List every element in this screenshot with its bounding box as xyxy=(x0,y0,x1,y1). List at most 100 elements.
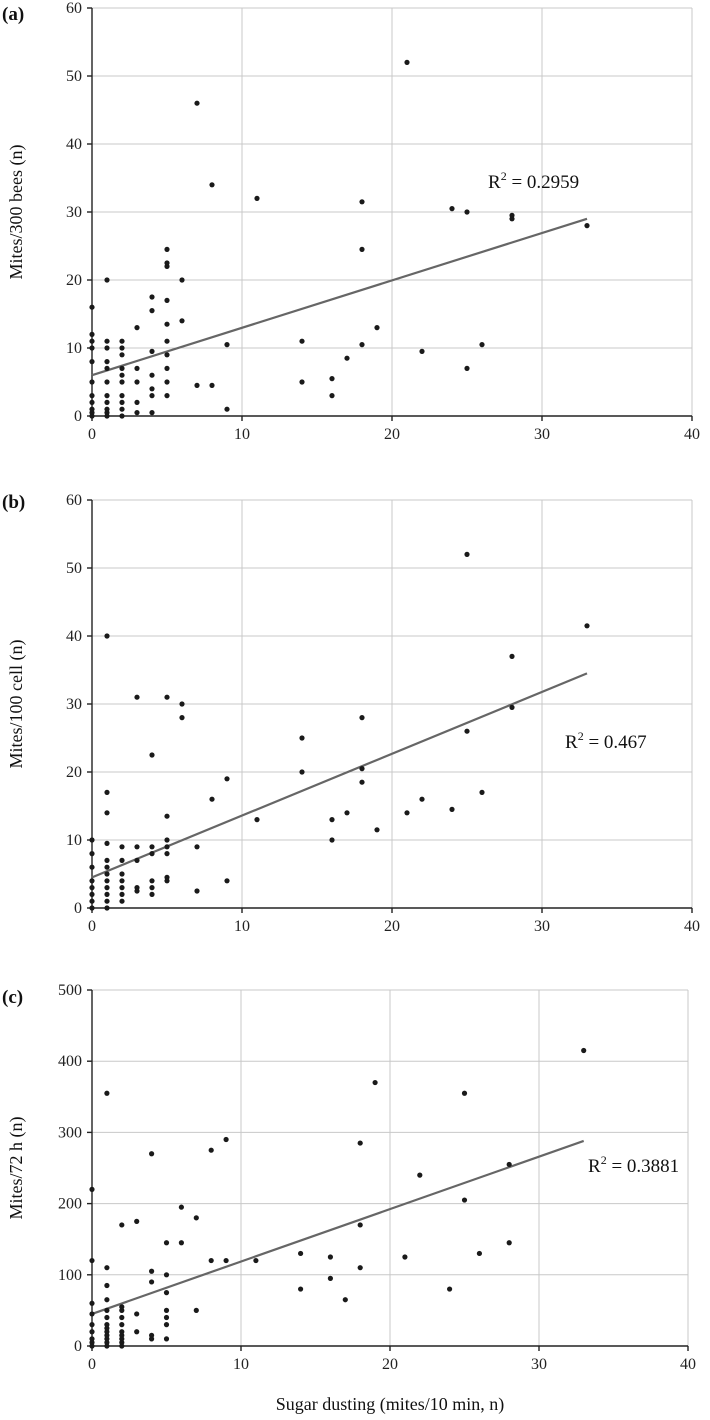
data-point xyxy=(119,871,125,877)
data-point xyxy=(164,246,170,252)
data-point xyxy=(104,891,110,898)
data-point xyxy=(104,1265,110,1271)
data-point xyxy=(89,878,95,884)
y-tick-label: 100 xyxy=(58,1267,82,1284)
data-point xyxy=(104,379,110,385)
y-tick-label: 20 xyxy=(66,764,82,781)
data-point xyxy=(89,1343,95,1349)
data-point xyxy=(104,840,110,847)
data-point xyxy=(149,372,155,378)
data-point xyxy=(404,59,410,65)
data-point xyxy=(208,1147,214,1153)
data-point xyxy=(254,195,260,201)
data-point xyxy=(479,342,485,348)
data-point xyxy=(357,1222,363,1228)
data-point xyxy=(104,871,110,877)
data-point xyxy=(119,1336,125,1342)
data-point xyxy=(104,393,110,399)
data-point xyxy=(104,789,110,796)
x-axis-label: Sugar dusting (mites/10 min, n) xyxy=(276,1394,505,1415)
data-point xyxy=(119,898,125,904)
data-point xyxy=(299,338,305,344)
data-point xyxy=(163,1307,170,1313)
data-point xyxy=(357,1265,363,1271)
data-point xyxy=(327,1254,333,1260)
data-point xyxy=(149,308,155,314)
data-point xyxy=(299,735,305,741)
data-point xyxy=(164,297,170,303)
y-tick-label: 300 xyxy=(58,1124,82,1141)
data-point xyxy=(134,410,140,416)
data-point xyxy=(104,857,110,864)
data-point xyxy=(119,372,125,378)
data-point xyxy=(163,1290,170,1296)
data-point xyxy=(119,844,125,850)
data-point xyxy=(119,1322,125,1328)
data-point xyxy=(179,715,185,721)
data-point xyxy=(119,352,125,358)
data-point xyxy=(89,338,95,344)
y-tick-label: 200 xyxy=(58,1196,82,1213)
data-point xyxy=(299,769,305,775)
y-tick-label: 0 xyxy=(74,1338,82,1355)
data-point xyxy=(119,393,125,399)
data-point xyxy=(119,878,125,884)
data-point xyxy=(89,1336,95,1342)
data-point xyxy=(149,410,155,416)
data-point xyxy=(104,1282,110,1289)
data-point xyxy=(104,864,110,870)
data-point xyxy=(506,1161,512,1168)
data-point xyxy=(464,209,470,215)
data-point xyxy=(134,1218,140,1224)
data-point xyxy=(104,878,110,884)
data-point xyxy=(134,885,140,891)
data-point xyxy=(89,304,95,310)
data-point xyxy=(89,1311,95,1317)
data-point xyxy=(164,851,170,857)
data-point xyxy=(402,1254,408,1260)
data-point xyxy=(464,551,470,558)
data-point xyxy=(134,1311,140,1317)
data-point xyxy=(104,359,110,365)
data-point xyxy=(164,874,170,881)
x-tick-label: 10 xyxy=(234,918,250,935)
data-point xyxy=(89,885,95,891)
data-point xyxy=(149,1336,155,1342)
data-point xyxy=(89,1257,95,1264)
data-point xyxy=(89,359,95,365)
data-point xyxy=(149,1332,155,1338)
panel-label: (b) xyxy=(2,492,25,513)
y-axis-label: Mites/72 h (n) xyxy=(6,1117,27,1220)
data-point xyxy=(224,776,230,782)
x-tick-label: 40 xyxy=(684,918,700,935)
y-tick-label: 30 xyxy=(66,696,82,713)
data-point xyxy=(404,810,410,816)
data-point xyxy=(134,694,140,700)
y-tick-label: 20 xyxy=(66,272,82,289)
data-point xyxy=(149,752,155,758)
data-point xyxy=(104,1090,110,1096)
data-point xyxy=(359,715,365,721)
data-point xyxy=(417,1172,423,1178)
data-point xyxy=(149,885,155,891)
data-point xyxy=(584,623,590,629)
data-point xyxy=(449,806,455,813)
data-point xyxy=(164,338,170,344)
data-point xyxy=(179,701,185,707)
x-tick-label: 20 xyxy=(384,426,400,443)
data-point xyxy=(464,365,470,371)
data-point xyxy=(163,1322,170,1328)
data-point xyxy=(149,1279,155,1285)
data-point xyxy=(461,1090,468,1096)
x-tick-label: 40 xyxy=(684,426,700,443)
data-point xyxy=(374,325,380,331)
r-squared-label: R2 = 0.3881 xyxy=(588,1153,679,1177)
data-point xyxy=(104,399,110,405)
data-point xyxy=(509,653,515,660)
data-point xyxy=(134,365,140,371)
data-point xyxy=(359,199,365,205)
data-point xyxy=(194,382,200,388)
trendline xyxy=(91,1139,585,1315)
data-point xyxy=(104,1325,110,1331)
data-point xyxy=(223,1257,229,1264)
